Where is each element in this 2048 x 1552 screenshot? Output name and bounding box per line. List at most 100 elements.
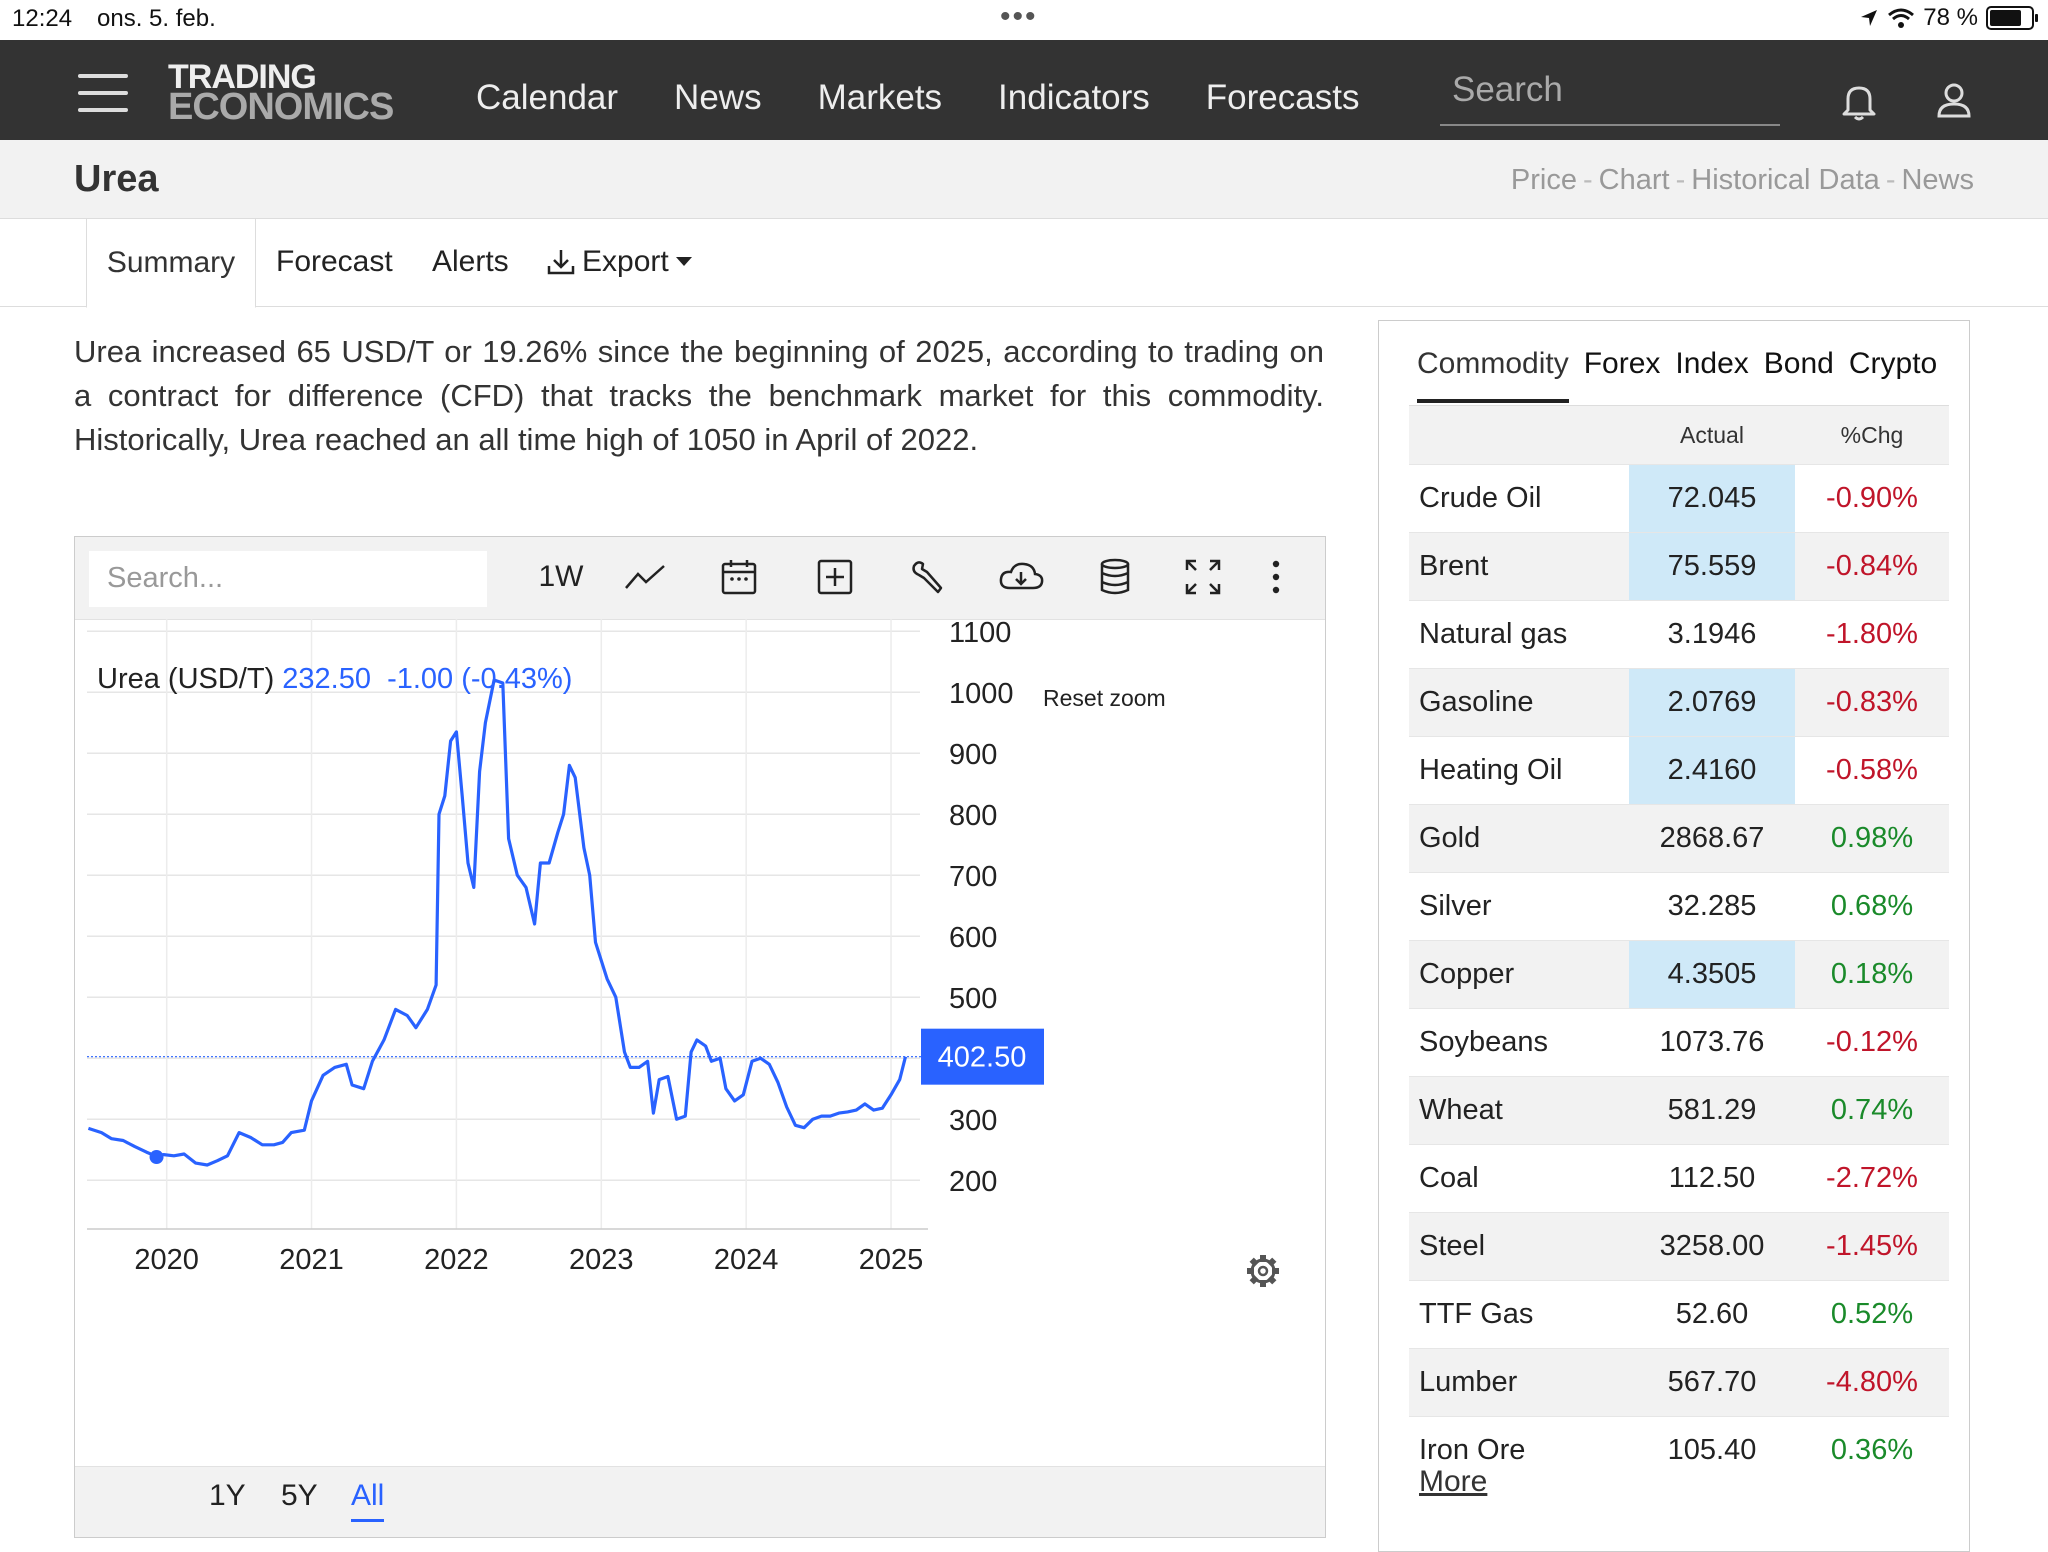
row-name[interactable]: Gold (1409, 804, 1629, 873)
table-row[interactable]: Iron Ore 105.40 0.36% (1409, 1416, 1949, 1484)
chart-plot-area[interactable]: 2020202120222023202420252003004005006007… (75, 619, 1325, 1469)
interval-button[interactable]: 1W (538, 560, 584, 593)
row-change: -1.80% (1795, 600, 1949, 669)
nav-links: Calendar News Markets Indicators Forecas… (476, 78, 1359, 118)
tab-index[interactable]: Index (1675, 347, 1749, 380)
row-name[interactable]: Crude Oil (1409, 464, 1629, 533)
chart-settings-gear-icon[interactable] (1247, 1255, 1279, 1287)
range-1y[interactable]: 1Y (209, 1479, 246, 1512)
table-row[interactable]: Coal 112.50 -2.72% (1409, 1144, 1949, 1213)
table-row[interactable]: Gasoline 2.0769 -0.83% (1409, 668, 1949, 737)
table-row[interactable]: Natural gas 3.1946 -1.80% (1409, 600, 1949, 669)
row-name[interactable]: Soybeans (1409, 1008, 1629, 1077)
nav-link-news[interactable]: News (674, 78, 762, 117)
last-value-label: 402.50 (938, 1042, 1027, 1074)
tab-crypto[interactable]: Crypto (1848, 347, 1938, 380)
row-name[interactable]: Steel (1409, 1212, 1629, 1281)
subnav-price[interactable]: Price (1510, 164, 1577, 196)
y-tick-label: 600 (949, 922, 997, 954)
calendar-icon[interactable] (709, 551, 769, 603)
table-row[interactable]: Crude Oil 72.045 -0.90% (1409, 464, 1949, 533)
y-tick-label: 1100 (949, 619, 1011, 649)
user-account-icon[interactable] (1935, 80, 1973, 120)
range-5y[interactable]: 5Y (281, 1479, 318, 1512)
table-row[interactable]: Steel 3258.00 -1.45% (1409, 1212, 1949, 1281)
tab-bond[interactable]: Bond (1763, 347, 1834, 380)
reset-zoom-button[interactable]: Reset zoom (1043, 685, 1166, 711)
status-right: 78 % (1859, 4, 2038, 32)
hamburger-menu-icon[interactable] (78, 74, 128, 112)
chart-type-line-icon[interactable] (615, 551, 675, 603)
nav-link-forecasts[interactable]: Forecasts (1205, 78, 1360, 117)
nav-link-markets[interactable]: Markets (817, 78, 943, 117)
chart-search-input[interactable] (89, 551, 479, 605)
logo-line1: TRADING (168, 58, 317, 96)
table-row[interactable]: Brent 75.559 -0.84% (1409, 532, 1949, 601)
cloud-download-icon[interactable] (991, 551, 1051, 603)
row-name[interactable]: TTF Gas (1409, 1280, 1629, 1349)
row-change: 0.36% (1795, 1416, 1949, 1484)
row-change: -1.45% (1795, 1212, 1949, 1281)
fullscreen-icon[interactable] (1173, 551, 1233, 603)
content-tabs: Summary Forecast Alerts Export (0, 218, 2048, 308)
table-row[interactable]: TTF Gas 52.60 0.52% (1409, 1280, 1949, 1349)
nav-link-calendar[interactable]: Calendar (476, 78, 619, 117)
row-actual: 72.045 (1629, 464, 1795, 533)
subnav-historical-data[interactable]: Historical Data (1691, 164, 1880, 196)
nav-search-input[interactable] (1440, 68, 1784, 112)
download-icon (547, 250, 575, 275)
compare-add-icon[interactable] (805, 551, 865, 603)
markets-table: Actual %Chg Crude Oil 72.045 -0.90% Brent 75… (1409, 405, 1949, 1484)
table-row[interactable]: Copper 4.3505 0.18% (1409, 940, 1949, 1009)
database-icon[interactable] (1085, 551, 1145, 603)
x-tick-label: 2024 (714, 1244, 779, 1276)
more-options-icon[interactable] (1261, 551, 1291, 603)
tab-commodity[interactable]: Commodity (1417, 347, 1569, 403)
tab-forecast[interactable]: Forecast (276, 245, 393, 278)
multitasking-dots-icon[interactable]: ••• (1000, 0, 1038, 33)
row-change: -0.58% (1795, 736, 1949, 805)
tab-export[interactable]: Export (546, 218, 693, 306)
table-header-row: Actual %Chg (1409, 405, 1949, 465)
y-tick-label: 200 (949, 1166, 997, 1198)
table-row[interactable]: Silver 32.285 0.68% (1409, 872, 1949, 941)
table-row[interactable]: Gold 2868.67 0.98% (1409, 804, 1949, 873)
subnav-news[interactable]: News (1901, 164, 1974, 196)
table-row[interactable]: Soybeans 1073.76 -0.12% (1409, 1008, 1949, 1077)
y-tick-label: 1000 (949, 678, 1014, 710)
wrench-tools-icon[interactable] (897, 551, 957, 603)
caret-down-icon (675, 257, 692, 266)
row-name[interactable]: Natural gas (1409, 600, 1629, 669)
row-change: 0.68% (1795, 872, 1949, 941)
row-name[interactable]: Silver (1409, 872, 1629, 941)
markets-sidebar: Commodity Forex Index Bond Crypto Actual… (1378, 320, 1970, 1552)
range-selector: 1Y 5Y All (75, 1466, 1325, 1537)
tab-alerts[interactable]: Alerts (432, 245, 509, 278)
price-chart: 1W 2020202120222023202420252003004005006… (74, 536, 1326, 1538)
x-tick-label: 2025 (859, 1244, 924, 1276)
column-header-name (1409, 405, 1629, 465)
row-name[interactable]: Coal (1409, 1144, 1629, 1213)
notification-bell-icon[interactable] (1840, 82, 1878, 122)
row-name[interactable]: Gasoline (1409, 668, 1629, 737)
row-name[interactable]: Copper (1409, 940, 1629, 1009)
row-actual: 581.29 (1629, 1076, 1795, 1145)
more-link[interactable]: More (1419, 1465, 1488, 1498)
range-all[interactable]: All (351, 1479, 385, 1522)
row-name[interactable]: Brent (1409, 532, 1629, 601)
site-logo[interactable]: TRADING ECONOMICS (168, 58, 394, 126)
tab-summary[interactable]: Summary (86, 218, 256, 308)
row-change: 0.98% (1795, 804, 1949, 873)
row-name[interactable]: Wheat (1409, 1076, 1629, 1145)
table-row[interactable]: Heating Oil 2.4160 -0.58% (1409, 736, 1949, 805)
row-name[interactable]: Heating Oil (1409, 736, 1629, 805)
last-value-badge (921, 1028, 1044, 1085)
row-name[interactable]: Lumber (1409, 1348, 1629, 1417)
table-row[interactable]: Lumber 567.70 -4.80% (1409, 1348, 1949, 1417)
subnav-chart[interactable]: Chart (1598, 164, 1670, 196)
table-row[interactable]: Wheat 581.29 0.74% (1409, 1076, 1949, 1145)
nav-link-indicators[interactable]: Indicators (998, 78, 1150, 117)
row-name[interactable]: Iron Ore (1409, 1416, 1629, 1484)
tab-forex[interactable]: Forex (1583, 347, 1661, 380)
row-actual: 1073.76 (1629, 1008, 1795, 1077)
